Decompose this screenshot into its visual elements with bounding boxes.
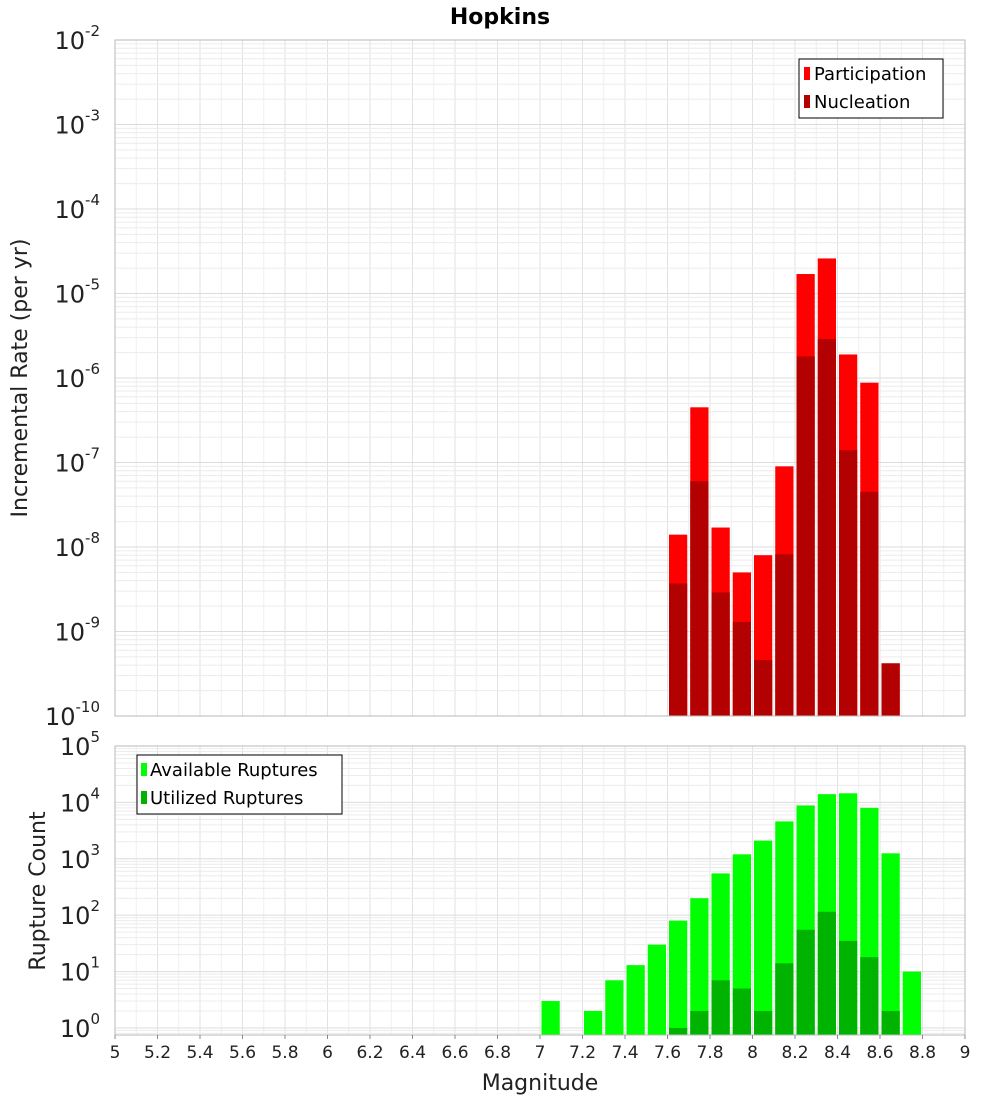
rate-bar-series2 — [860, 491, 879, 716]
rupture-bar-series1 — [669, 920, 688, 1035]
x-tick-label: 8.4 — [824, 1043, 851, 1063]
x-tick-label: 8.2 — [781, 1043, 808, 1063]
rate-y-tick-label: 10-6 — [54, 360, 100, 393]
utilized-legend-label: Utilized Ruptures — [150, 788, 303, 809]
rupture-y-tick-label: 101 — [60, 954, 100, 987]
rate-bars — [669, 258, 900, 716]
chart-title: Hopkins — [450, 5, 550, 30]
rate-y-tick-label: 10-5 — [54, 276, 100, 309]
x-tick-label: 5 — [110, 1043, 121, 1063]
rupture-legend: Available Ruptures Utilized Ruptures — [136, 754, 343, 815]
rupture-y-tick-label: 104 — [60, 784, 100, 817]
rupture-y-axis: 100 101 102 103 104 105 — [60, 728, 100, 1043]
rupture-bar-series2 — [732, 988, 751, 1035]
x-tick-label: 5.4 — [186, 1043, 213, 1063]
rate-bar-series2 — [817, 338, 836, 716]
x-tick-label: 7.2 — [569, 1043, 596, 1063]
rate-y-tick-label: 10-2 — [54, 22, 100, 55]
rate-bar-series2 — [711, 592, 730, 716]
rupture-y-tick-label: 103 — [60, 841, 100, 874]
rupture-bar-series2 — [711, 980, 730, 1035]
magnitude-x-axis-label: Magnitude — [482, 1071, 599, 1096]
rupture-bar-series2 — [796, 929, 815, 1035]
rate-y-axis: 10-10 10-9 10-8 10-7 10-6 10-5 10-4 10-3 10-2 — [45, 22, 100, 731]
x-tick-label: 9 — [960, 1043, 971, 1063]
rupture-bar-series1 — [626, 965, 645, 1035]
rupture-bar-series1 — [605, 980, 624, 1035]
nucleation-legend-label: Nucleation — [814, 92, 910, 113]
x-tick-label: 7.6 — [654, 1043, 681, 1063]
rupture-count-plot: 100 101 102 103 104 105 5 5.2 5.4 5.6 5.8 6 6.2 6.4 6… — [26, 728, 970, 1096]
rupture-bar-series1 — [902, 971, 921, 1035]
rupture-bar-series2 — [690, 1010, 709, 1035]
rate-grid — [114, 39, 966, 717]
rupture-bar-series2 — [669, 1027, 688, 1035]
rupture-legend-box — [136, 754, 343, 815]
x-tick-label: 6.6 — [441, 1043, 468, 1063]
x-tick-label: 8 — [747, 1043, 758, 1063]
x-tick-label: 6 — [322, 1043, 333, 1063]
rate-plot-frame — [114, 39, 966, 717]
rupture-y-axis-label: Rupture Count — [26, 811, 51, 971]
rupture-bar-series1 — [881, 853, 900, 1035]
rupture-bar-series1 — [584, 1010, 603, 1035]
utilized-legend-swatch — [141, 791, 147, 804]
rate-y-tick-label: 10-8 — [54, 529, 100, 562]
rate-bar-series2 — [796, 356, 815, 716]
x-tick-label: 7.4 — [611, 1043, 638, 1063]
rate-plot: 10-10 10-9 10-8 10-7 10-6 10-5 10-4 10-3 10-2 In… — [8, 22, 966, 731]
rate-bar-series2 — [839, 450, 858, 716]
rate-bar-series2 — [754, 659, 773, 716]
rate-bar-series2 — [732, 621, 751, 716]
x-tick-label: 5.8 — [271, 1043, 298, 1063]
rate-legend-box — [798, 58, 944, 119]
rupture-bars — [541, 793, 921, 1035]
rupture-bar-series2 — [775, 963, 794, 1035]
rate-y-axis-label: Incremental Rate (per yr) — [8, 239, 33, 518]
rupture-y-tick-label: 105 — [60, 728, 100, 761]
rupture-y-tick-label: 100 — [60, 1010, 100, 1043]
x-tick-label: 5.2 — [144, 1043, 171, 1063]
rate-bar-series2 — [775, 554, 794, 716]
rupture-bar-series1 — [690, 898, 709, 1035]
x-tick-label: 5.6 — [229, 1043, 256, 1063]
rupture-bar-series2 — [860, 957, 879, 1035]
rate-y-tick-label: 10-7 — [54, 445, 100, 478]
rupture-bar-series2 — [817, 911, 836, 1035]
x-tick-label: 6.2 — [356, 1043, 383, 1063]
rate-legend: Participation Nucleation — [798, 58, 944, 119]
x-tick-label: 8.8 — [909, 1043, 936, 1063]
participation-legend-label: Participation — [814, 64, 926, 85]
rupture-bar-series2 — [839, 940, 858, 1035]
x-tick-label: 6.8 — [484, 1043, 511, 1063]
rupture-y-tick-label: 102 — [60, 897, 100, 930]
rate-y-tick-label: 10-9 — [54, 614, 100, 647]
rupture-bar-series2 — [754, 1010, 773, 1035]
rate-bar-series2 — [690, 481, 709, 716]
rate-bar-series2 — [881, 663, 900, 716]
rupture-bar-series2 — [881, 1010, 900, 1035]
rate-y-tick-label: 10-3 — [54, 107, 100, 140]
rate-bar-series2 — [669, 583, 688, 716]
participation-legend-swatch — [804, 67, 810, 80]
available-legend-label: Available Ruptures — [150, 760, 318, 781]
rate-y-tick-label: 10-10 — [45, 698, 100, 731]
x-tick-label: 7.8 — [696, 1043, 723, 1063]
rupture-bar-series1 — [754, 840, 773, 1035]
nucleation-legend-swatch — [804, 95, 810, 108]
x-tick-label: 7 — [535, 1043, 546, 1063]
available-legend-swatch — [141, 763, 147, 776]
x-tick-label: 6.4 — [399, 1043, 426, 1063]
rupture-bar-series1 — [647, 944, 666, 1035]
magnitude-x-axis: 5 5.2 5.4 5.6 5.8 6 6.2 6.4 6.6 6.8 7 7.2 7.4 7.6 7.8 8… — [110, 1035, 971, 1063]
rupture-bar-series1 — [541, 1001, 560, 1035]
x-tick-label: 8.6 — [866, 1043, 893, 1063]
rate-y-tick-label: 10-4 — [54, 191, 100, 224]
